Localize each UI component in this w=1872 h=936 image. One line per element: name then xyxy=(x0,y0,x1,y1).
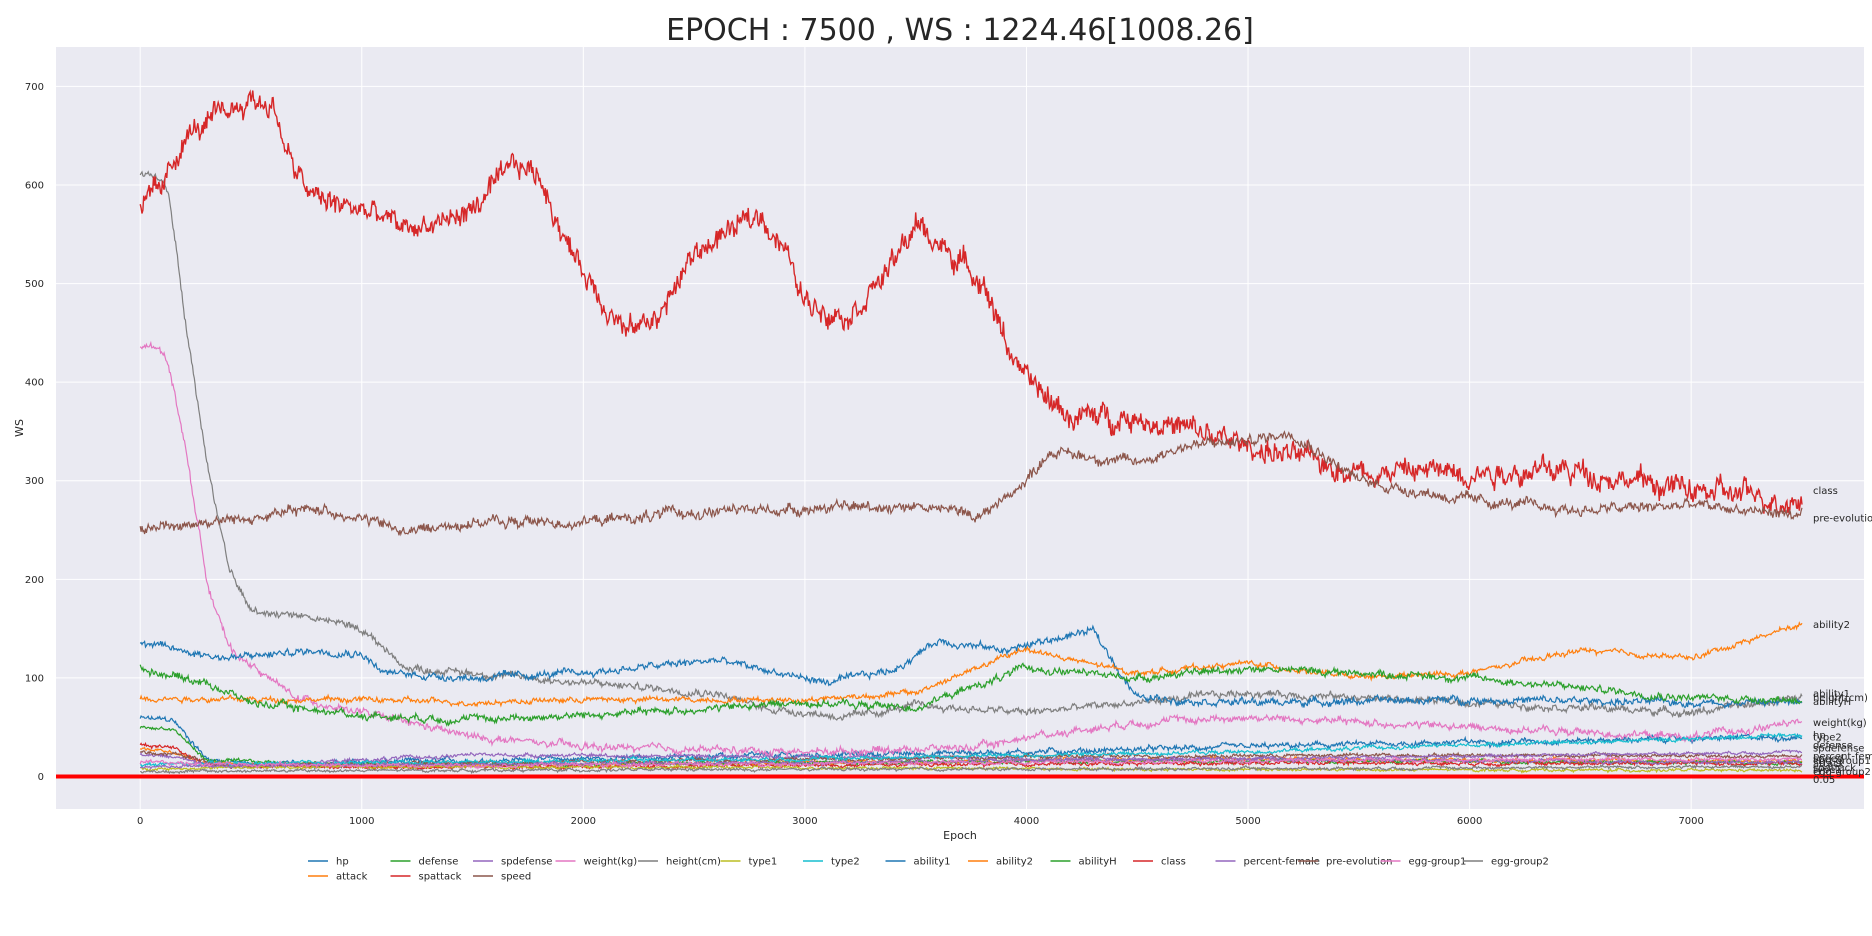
series-end-label: abilityH xyxy=(1813,697,1851,708)
legend: hp attack defense spattack spdefense speed wei… xyxy=(308,857,1549,883)
x-axis-label: Epoch xyxy=(943,829,977,842)
series-end-label: spdefense xyxy=(1813,743,1864,754)
series-lines xyxy=(139,89,1803,775)
chart-title: EPOCH : 7500 , WS : 1224.46[1008.26] xyxy=(666,13,1254,48)
series-end-label: 0.05 xyxy=(1813,775,1835,786)
y-tick-label: 600 xyxy=(25,181,44,192)
series-end-label: defense xyxy=(1813,740,1853,751)
series-line-hp xyxy=(139,714,1803,770)
series-end-label: hp xyxy=(1813,731,1826,742)
series-line-type2 xyxy=(139,732,1803,769)
series-line-class xyxy=(139,89,1803,515)
series-line-ability1 xyxy=(139,624,1803,710)
legend-label: percent-female xyxy=(1244,857,1320,868)
series-end-label: pre-evolution xyxy=(1813,514,1872,525)
x-tick-label: 7000 xyxy=(1678,816,1703,827)
series-end-label: attack xyxy=(1813,759,1845,770)
legend-label: height(cm) xyxy=(666,857,721,868)
series-end-label: weight(kg) xyxy=(1813,718,1867,729)
x-axis-ticks: 0 1000 2000 3000 4000 5000 6000 7000 xyxy=(137,816,1704,827)
legend-label: spdefense xyxy=(501,857,552,868)
y-axis-ticks: 0 100 200 300 400 500 600 700 xyxy=(25,82,44,783)
legend-label: spattack xyxy=(419,872,462,883)
series-end-label: speed xyxy=(1813,754,1843,765)
gridlines xyxy=(56,47,1864,809)
series-end-label: type2 xyxy=(1813,733,1842,744)
y-tick-label: 200 xyxy=(25,575,44,586)
series-line-egg-group2 xyxy=(139,764,1803,775)
legend-label: hp xyxy=(336,857,349,868)
y-tick-label: 400 xyxy=(25,378,44,389)
series-end-label: egg-group2 xyxy=(1813,767,1871,778)
legend-label: type2 xyxy=(831,857,860,868)
legend-label: attack xyxy=(336,872,368,883)
series-end-labels: class pre-evolution ability2 ability1height… xyxy=(1813,486,1872,786)
series-end-label: ability1 xyxy=(1813,689,1850,700)
series-line-percent-female xyxy=(139,749,1803,770)
series-line-height-cm- xyxy=(139,170,1803,722)
legend-label: speed xyxy=(501,872,531,883)
y-tick-label: 300 xyxy=(25,476,44,487)
legend-label: class xyxy=(1161,857,1186,868)
series-line-abilityh xyxy=(139,662,1803,728)
legend-label: abilityH xyxy=(1079,857,1117,868)
x-tick-label: 1000 xyxy=(349,816,374,827)
series-end-label: percent-female xyxy=(1813,751,1872,762)
series-end-label: spattack xyxy=(1813,763,1856,774)
y-tick-label: 100 xyxy=(25,673,44,684)
x-tick-label: 5000 xyxy=(1235,816,1260,827)
legend-label: egg-group2 xyxy=(1491,857,1549,868)
series-line-ability2 xyxy=(139,621,1803,708)
series-end-label: type1 xyxy=(1813,765,1842,776)
y-tick-label: 700 xyxy=(25,82,44,93)
series-line-pre-evolution xyxy=(139,430,1803,537)
legend-label: defense xyxy=(419,857,459,868)
legend-label: weight(kg) xyxy=(584,857,638,868)
series-end-label: egg-group1 xyxy=(1813,756,1871,767)
series-end-label: class xyxy=(1813,486,1838,497)
x-tick-label: 4000 xyxy=(1014,816,1039,827)
legend-label: egg-group1 xyxy=(1409,857,1467,868)
x-tick-label: 3000 xyxy=(792,816,817,827)
series-line-weight-kg- xyxy=(139,340,1803,759)
legend-label: pre-evolution xyxy=(1326,857,1392,868)
x-tick-label: 0 xyxy=(137,816,143,827)
legend-label: type1 xyxy=(749,857,778,868)
y-tick-label: 500 xyxy=(25,279,44,290)
y-axis-label: WS xyxy=(13,419,26,437)
plot-area xyxy=(56,47,1864,809)
series-line-egg-group1 xyxy=(139,755,1803,770)
legend-label: ability2 xyxy=(996,857,1033,868)
y-tick-label: 0 xyxy=(38,772,44,783)
series-end-label: ability2 xyxy=(1813,620,1850,631)
x-tick-label: 2000 xyxy=(571,816,596,827)
series-end-label: height(cm) xyxy=(1813,693,1868,704)
legend-label: ability1 xyxy=(914,857,951,868)
x-tick-label: 6000 xyxy=(1457,816,1482,827)
